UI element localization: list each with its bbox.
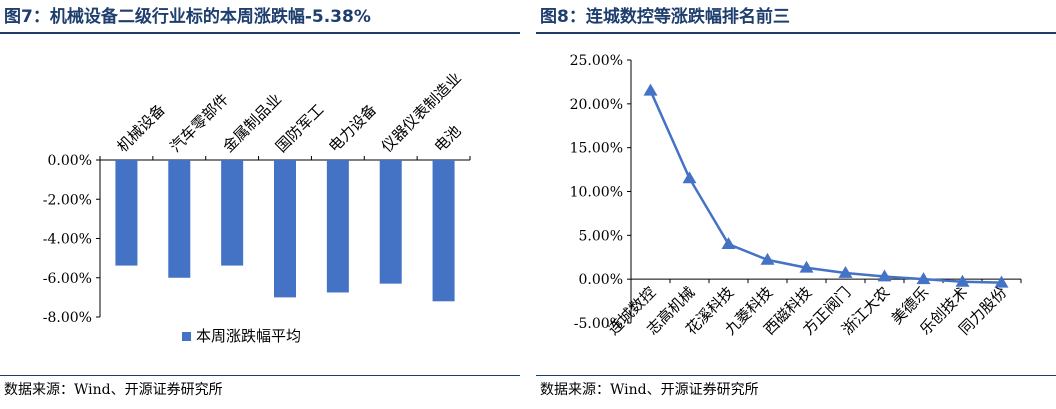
y-tick-label: -5.00% xyxy=(574,316,623,332)
right-figure-title: 图8：连城数控等涨跌幅排名前三 xyxy=(540,7,790,27)
data-point-2 xyxy=(682,171,697,184)
right-source-rule xyxy=(536,375,1056,376)
y-tick-label: -6.00% xyxy=(43,271,92,287)
series-line xyxy=(649,90,1002,284)
data-point-10 xyxy=(994,275,1009,288)
data-point-4 xyxy=(760,252,775,265)
left-figure-title: 图7：机械设备二级行业标的本周涨跌幅-5.38% xyxy=(4,7,371,27)
right-figure-panel: 图8：连城数控等涨跌幅排名前三 25.00% 20.00% 15.00% 10.00%… xyxy=(536,0,1056,409)
bar-chart: 0.00%-2.00%-4.00%-6.00%-8.00%机械设备汽车零部件金属… xyxy=(43,69,471,345)
y-tick-label: -2.00% xyxy=(43,192,92,208)
left-source-note: 数据来源：Wind、开源证券研究所 xyxy=(4,382,223,398)
data-point-8 xyxy=(916,272,931,285)
y-tick-label: 25.00% xyxy=(570,53,623,69)
y-tick-label: 0.00% xyxy=(48,153,92,169)
left-title-rule xyxy=(0,32,520,34)
x-category-label: 机械设备 xyxy=(114,101,169,156)
y-tick-label: 10.00% xyxy=(570,185,623,201)
x-category-label: 电池 xyxy=(431,122,465,156)
bar-7 xyxy=(432,160,455,302)
left-figure-panel: 图7：机械设备二级行业标的本周涨跌幅-5.38% 0.00% -2.00% -4.0… xyxy=(0,0,520,409)
y-tick-label: -4.00% xyxy=(43,232,92,248)
data-point-1 xyxy=(643,83,658,96)
x-category-label: 电力设备 xyxy=(325,101,380,156)
y-tick-label: 20.00% xyxy=(570,97,623,113)
y-tick-label: 5.00% xyxy=(579,228,623,244)
bar-6 xyxy=(379,160,402,284)
data-point-9 xyxy=(955,274,970,287)
y-tick-label: 0.00% xyxy=(579,272,623,288)
left-source-rule xyxy=(0,375,520,376)
right-title-rule xyxy=(536,32,1056,34)
x-category-label: 国防军工 xyxy=(272,101,327,156)
bar-4 xyxy=(274,160,296,298)
legend-swatch xyxy=(182,332,191,341)
line-chart: 25.00% 20.00% 15.00% 10.00% 5.00% 0.00% -5.00%… xyxy=(570,53,1022,338)
bar-2 xyxy=(168,160,191,278)
bar-3 xyxy=(221,160,244,266)
right-source-note: 数据来源：Wind、开源证券研究所 xyxy=(540,382,759,398)
y-tick-label: -8.00% xyxy=(43,310,92,326)
legend-label: 本周涨跌幅平均 xyxy=(196,327,301,345)
bar-1 xyxy=(115,160,138,266)
data-point-7 xyxy=(877,269,892,282)
bar-5 xyxy=(326,160,349,293)
data-point-3 xyxy=(721,237,736,249)
data-point-6 xyxy=(838,266,853,278)
data-point-5 xyxy=(799,260,814,273)
y-tick-label: 15.00% xyxy=(570,141,623,157)
